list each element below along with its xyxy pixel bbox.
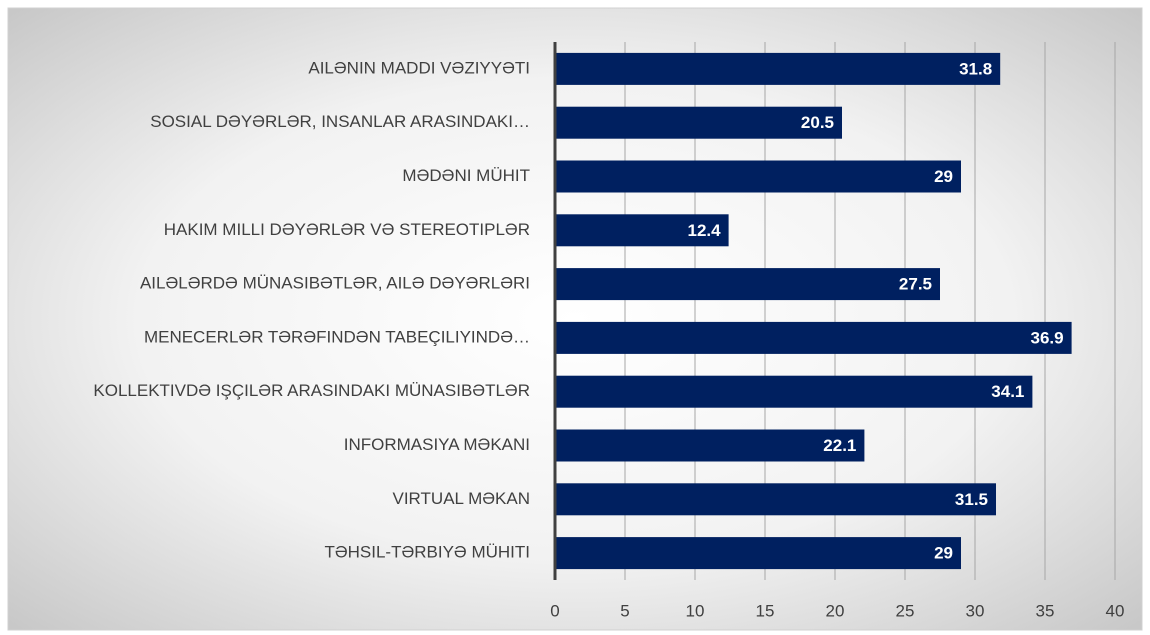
- data-label: 34.1: [991, 382, 1024, 401]
- bar: [555, 537, 961, 570]
- bar: [555, 483, 996, 516]
- bar: [555, 375, 1033, 408]
- bar: [555, 160, 961, 193]
- data-label: 31.5: [955, 490, 988, 509]
- y-tick-label: KOLLEKTIVDƏ IŞÇILƏR ARASINDAKI MÜNASIBƏT…: [93, 381, 530, 400]
- x-tick-label: 10: [686, 601, 705, 620]
- chart-background: [7, 7, 1143, 631]
- y-tick-label: SOSIAL DƏYƏRLƏR, INSANLAR ARASINDAKI…: [150, 112, 530, 131]
- x-tick-label: 15: [756, 601, 775, 620]
- bar: [555, 106, 842, 139]
- y-tick-label: MƏDƏNI MÜHIT: [402, 166, 530, 185]
- data-label: 27.5: [899, 275, 932, 294]
- x-tick-label: 35: [1036, 601, 1055, 620]
- y-tick-label: AILƏLƏRDƏ MÜNASIBƏTLƏR, AILƏ DƏYƏRLƏRI: [140, 274, 530, 293]
- bar: [555, 268, 940, 301]
- x-tick-label: 40: [1106, 601, 1125, 620]
- x-tick-label: 20: [826, 601, 845, 620]
- data-label: 29: [934, 544, 953, 563]
- bar: [555, 214, 729, 247]
- data-label: 31.8: [959, 59, 992, 78]
- bar: [555, 321, 1072, 354]
- y-tick-label: VIRTUAL MƏKAN: [393, 489, 531, 508]
- x-tick-label: 25: [896, 601, 915, 620]
- bar: [555, 429, 865, 462]
- y-tick-label: TƏHSIL-TƏRBIYƏ MÜHITI: [324, 543, 530, 562]
- y-tick-label: MENECERLƏR TƏRƏFINDƏN TABEÇILIYINDƏ…: [144, 327, 530, 346]
- data-label: 29: [934, 167, 953, 186]
- x-tick-label: 0: [550, 601, 559, 620]
- y-tick-label: INFORMASIYA MƏKANI: [344, 435, 530, 454]
- data-label: 20.5: [801, 113, 834, 132]
- data-label: 22.1: [823, 436, 856, 455]
- y-tick-label: AILƏNIN MADDI VƏZIYYƏTI: [308, 58, 530, 77]
- x-tick-label: 30: [966, 601, 985, 620]
- data-label: 12.4: [688, 221, 722, 240]
- x-tick-label: 5: [620, 601, 629, 620]
- bar: [555, 52, 1001, 85]
- y-tick-label: HAKIM MILLI DƏYƏRLƏR VƏ STEREOTIPLƏR: [164, 220, 530, 239]
- data-label: 36.9: [1031, 328, 1064, 347]
